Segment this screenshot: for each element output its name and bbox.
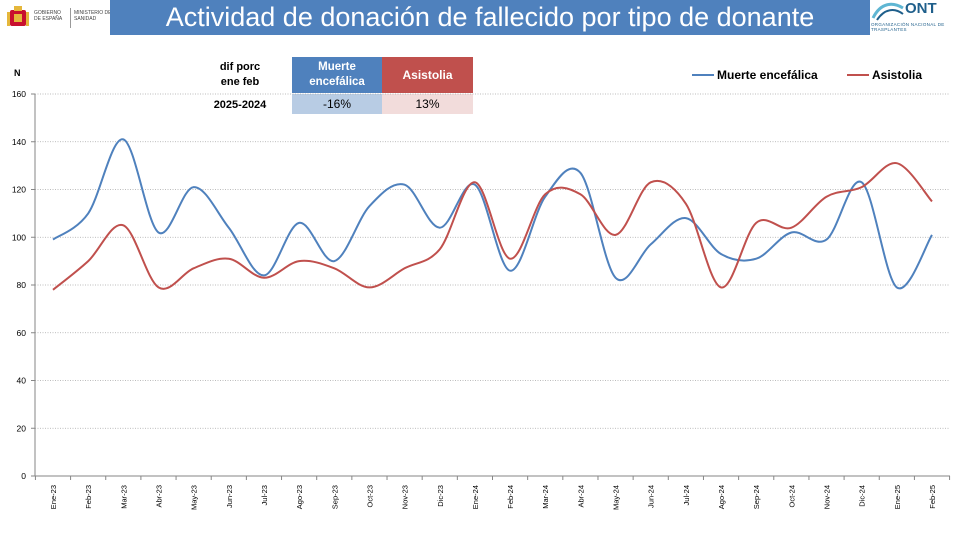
series-line-asistolia bbox=[52, 162, 933, 291]
y-tick-label: 0 bbox=[21, 471, 26, 481]
x-tick-label: Dic-23 bbox=[436, 485, 445, 507]
ont-logo-subtext: ORGANIZACIÓN NACIONAL DE TRASPLANTES bbox=[871, 22, 945, 32]
x-tick-label: Feb-24 bbox=[506, 485, 515, 509]
diff-label-line2: ene feb bbox=[220, 76, 260, 88]
x-tick-label: Abr-24 bbox=[576, 485, 585, 508]
series-line-muerte-encefalica bbox=[52, 138, 933, 290]
x-tick-label: Ago-24 bbox=[717, 485, 726, 509]
legend-swatch-muerte-encefalica bbox=[692, 74, 714, 76]
x-tick-label: Abr-23 bbox=[154, 485, 163, 508]
gov-logo-text: GOBIERNO DE ESPAÑA bbox=[34, 10, 63, 22]
x-tick-label: Ene-25 bbox=[893, 485, 902, 509]
y-tick-label: 40 bbox=[17, 376, 27, 386]
y-tick-label: 160 bbox=[12, 89, 26, 99]
government-logo: GOBIERNO DE ESPAÑA MINISTERIO DE SANIDAD bbox=[6, 4, 112, 32]
x-tick-label: Feb-25 bbox=[928, 485, 937, 509]
legend-label-asistolia: Asistolia bbox=[872, 68, 923, 82]
x-tick-label: Jun-23 bbox=[225, 485, 234, 508]
gov-logo-separator bbox=[70, 8, 71, 28]
x-tick-label: Oct-23 bbox=[365, 485, 374, 508]
ont-logo-text: ONT bbox=[905, 0, 937, 17]
x-tick-label: May-24 bbox=[612, 485, 621, 510]
chart-legend: Muerte encefálica Asistolia bbox=[690, 66, 940, 84]
x-tick-label: Feb-23 bbox=[84, 485, 93, 509]
x-tick-label: Jul-24 bbox=[682, 485, 691, 505]
y-tick-label: 60 bbox=[17, 328, 27, 338]
x-tick-label: Ene-23 bbox=[49, 485, 58, 509]
x-tick-label: Jun-24 bbox=[647, 485, 656, 508]
x-tick-label: Jul-23 bbox=[260, 485, 269, 505]
y-tick-label: 20 bbox=[17, 423, 27, 433]
diff-period-label: 2025-2024 bbox=[213, 99, 267, 111]
x-tick-label: Ene-24 bbox=[471, 485, 480, 509]
y-axis-label: N bbox=[14, 68, 21, 78]
ont-swoosh-icon bbox=[871, 2, 904, 21]
col-header-muerte-encefalica: Muerte encefálica bbox=[292, 57, 382, 93]
x-tick-label: Sep-24 bbox=[752, 485, 761, 509]
x-tick-label: Dic-24 bbox=[858, 485, 867, 507]
x-tick-label: Ago-23 bbox=[295, 485, 304, 509]
page-title: Actividad de donación de fallecido por t… bbox=[165, 2, 815, 32]
y-tick-label: 140 bbox=[12, 137, 26, 147]
x-tick-label: Nov-24 bbox=[823, 485, 832, 509]
ont-logo: ONT ORGANIZACIÓN NACIONAL DE TRASPLANTES bbox=[871, 0, 957, 36]
x-tick-label: Oct-24 bbox=[787, 485, 796, 508]
x-tick-label: Nov-23 bbox=[401, 485, 410, 509]
legend-swatch-asistolia bbox=[847, 74, 869, 76]
legend-label-muerte-encefalica: Muerte encefálica bbox=[717, 68, 818, 82]
coat-of-arms-icon bbox=[7, 6, 29, 26]
y-tick-label: 100 bbox=[12, 232, 26, 242]
x-tick-label: May-23 bbox=[190, 485, 199, 510]
col-header-asistolia: Asistolia bbox=[382, 57, 473, 93]
header: GOBIERNO DE ESPAÑA MINISTERIO DE SANIDAD… bbox=[0, 0, 960, 36]
title-bar: Actividad de donación de fallecido por t… bbox=[110, 0, 870, 35]
x-tick-label: Mar-24 bbox=[541, 485, 550, 509]
value-muerte-encefalica: -16% bbox=[292, 94, 382, 114]
x-tick-label: Sep-23 bbox=[330, 485, 339, 509]
ministry-logo-text: MINISTERIO DE SANIDAD bbox=[74, 10, 112, 22]
y-tick-label: 80 bbox=[17, 280, 27, 290]
x-tick-label: Mar-23 bbox=[119, 485, 128, 509]
diff-label-line1: dif porc bbox=[219, 61, 261, 73]
y-tick-label: 120 bbox=[12, 185, 26, 195]
value-asistolia: 13% bbox=[382, 94, 473, 114]
